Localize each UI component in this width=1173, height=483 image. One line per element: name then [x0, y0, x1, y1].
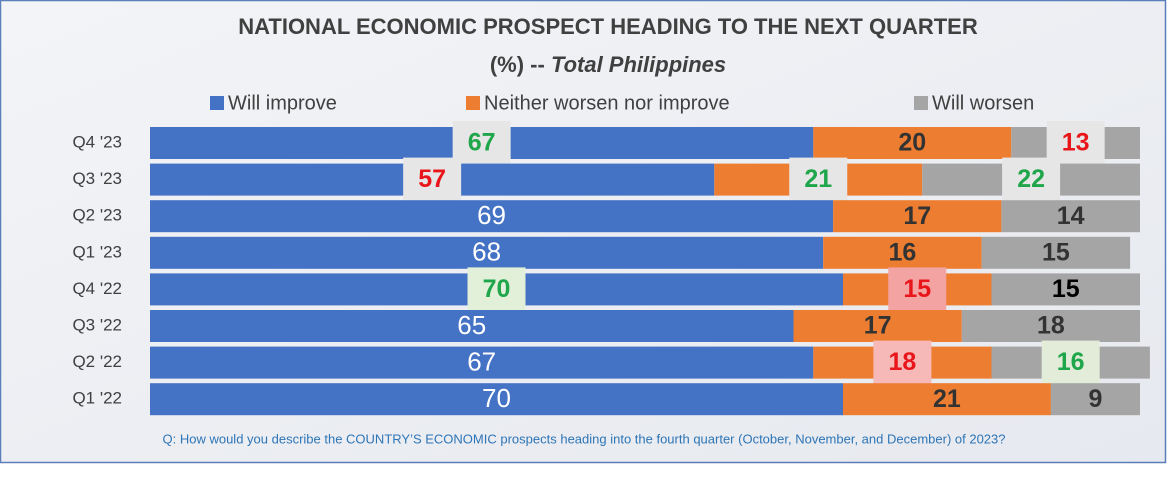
- label-highlight: [403, 157, 462, 202]
- bar-segment: [1050, 383, 1140, 416]
- bar-segment: [1001, 200, 1140, 233]
- data-label: 68: [472, 237, 501, 267]
- y-tick-label: Q1 '23: [72, 242, 122, 261]
- y-tick-label: Q2 '22: [72, 352, 122, 371]
- label-highlight: [888, 267, 947, 312]
- label-highlight: [1041, 340, 1100, 385]
- data-label: 70: [483, 275, 511, 303]
- data-label: 18: [1037, 312, 1065, 340]
- y-tick-label: Q1 '22: [72, 389, 122, 408]
- bar-segment: [843, 383, 1051, 416]
- legend-label: Neither worsen nor improve: [484, 92, 730, 114]
- data-label: 15: [1052, 275, 1080, 303]
- data-label: 67: [468, 129, 496, 157]
- y-tick-label: Q3 '23: [72, 169, 122, 188]
- data-label: 21: [804, 165, 832, 193]
- data-label: 20: [898, 129, 926, 157]
- chart-subtitle: (%) -- Total Philippines: [490, 52, 726, 77]
- data-label: 67: [467, 346, 496, 376]
- bar-segment: [961, 310, 1140, 342]
- bar-segment: [833, 200, 1002, 233]
- bar-segment: [150, 200, 834, 233]
- footnote: Q: How would you describe the COUNTRY’S …: [163, 431, 1006, 446]
- label-highlight: [1002, 157, 1061, 202]
- data-label: 15: [1042, 238, 1070, 266]
- legend-label: Will improve: [228, 92, 337, 114]
- bar-segment: [150, 346, 814, 379]
- data-label: 15: [903, 275, 931, 303]
- legend-swatch: [210, 96, 224, 110]
- subtitle-emphasis: Total Philippines: [551, 52, 726, 77]
- data-label: 14: [1057, 202, 1085, 230]
- data-label: 9: [1088, 385, 1102, 413]
- bar-segment: [793, 310, 962, 342]
- subtitle: (%) --: [490, 52, 545, 77]
- data-label: 17: [864, 312, 892, 340]
- data-label: 16: [888, 238, 916, 266]
- data-label: 21: [933, 385, 961, 413]
- data-label: 69: [477, 200, 506, 230]
- y-tick-label: Q2 '23: [72, 206, 122, 225]
- data-label: 65: [457, 310, 486, 340]
- data-label: 17: [903, 202, 931, 230]
- data-label: 70: [482, 383, 511, 413]
- bar-segment: [991, 273, 1140, 306]
- data-label: 22: [1017, 165, 1045, 193]
- data-label: 18: [888, 348, 916, 376]
- label-highlight: [467, 267, 526, 312]
- legend-swatch: [466, 96, 480, 110]
- y-tick-label: Q3 '22: [72, 315, 122, 334]
- data-label: 57: [418, 165, 446, 193]
- label-highlight: [789, 157, 848, 202]
- y-tick-label: Q4 '22: [72, 279, 122, 298]
- label-highlight: [452, 121, 511, 165]
- data-label: 13: [1062, 129, 1090, 157]
- label-highlight: [873, 340, 932, 385]
- y-tick-label: Q4 '23: [72, 132, 122, 151]
- bar-segment: [150, 383, 843, 416]
- bar-segment: [150, 310, 794, 342]
- bar-segment: [981, 236, 1131, 269]
- legend-label: Will worsen: [932, 92, 1034, 114]
- chart-title: NATIONAL ECONOMIC PROSPECT HEADING TO TH…: [238, 14, 978, 39]
- legend-swatch: [914, 96, 928, 110]
- data-label: 16: [1057, 348, 1085, 376]
- bar-segment: [813, 127, 1012, 159]
- bar-segment: [150, 236, 824, 269]
- bar-segment: [823, 236, 982, 269]
